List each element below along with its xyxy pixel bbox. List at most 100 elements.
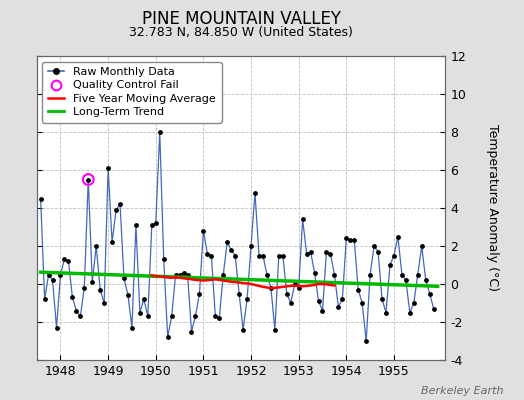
Point [346,237,354,244]
Point [108,239,116,245]
Text: PINE MOUNTAIN VALLEY: PINE MOUNTAIN VALLEY [141,10,341,28]
Point [247,243,255,249]
Point [92,243,101,249]
Point [215,315,223,322]
Point [354,286,363,293]
Point [156,129,164,135]
Point [187,328,195,335]
Point [223,239,232,245]
Point [318,307,326,314]
Point [168,313,176,320]
Point [326,250,335,257]
Point [279,252,287,259]
Point [255,252,263,259]
Point [307,248,315,255]
Point [342,235,351,242]
Text: 32.783 N, 84.850 W (United States): 32.783 N, 84.850 W (United States) [129,26,353,39]
Point [183,271,192,278]
Point [378,296,386,302]
Y-axis label: Temperature Anomaly (°C): Temperature Anomaly (°C) [486,124,498,292]
Point [80,285,89,291]
Point [211,313,220,320]
Point [199,228,208,234]
Point [287,300,295,306]
Point [370,243,378,249]
Point [239,326,247,333]
Point [45,271,53,278]
Point [96,286,104,293]
Point [163,334,172,340]
Point [227,246,235,253]
Legend: Raw Monthly Data, Quality Control Fail, Five Year Moving Average, Long-Term Tren: Raw Monthly Data, Quality Control Fail, … [42,62,222,123]
Point [40,296,49,302]
Point [231,252,239,259]
Point [263,271,271,278]
Point [350,237,358,244]
Text: Berkeley Earth: Berkeley Earth [421,386,503,396]
Point [362,338,370,344]
Point [176,271,184,278]
Point [235,290,243,297]
Point [358,300,366,306]
Point [302,250,311,257]
Point [195,290,204,297]
Point [275,252,283,259]
Point [132,222,140,228]
Point [203,250,212,257]
Point [386,262,394,268]
Point [120,275,128,282]
Point [144,313,152,320]
Point [76,313,84,320]
Point [310,270,319,276]
Point [219,271,227,278]
Point [112,207,121,213]
Point [64,258,73,264]
Point [116,201,124,207]
Point [191,313,200,320]
Point [151,220,160,226]
Point [251,190,259,196]
Point [402,277,410,283]
Point [267,285,275,291]
Point [282,290,291,297]
Point [52,324,61,331]
Point [84,176,92,183]
Point [159,256,168,262]
Point [48,277,57,283]
Point [179,270,188,276]
Point [259,252,267,259]
Point [338,296,346,302]
Point [366,271,374,278]
Point [243,296,252,302]
Point [398,271,406,278]
Point [88,279,96,285]
Point [290,281,299,287]
Point [382,309,390,316]
Point [421,277,430,283]
Point [60,256,69,262]
Point [271,326,279,333]
Point [84,176,92,183]
Point [128,324,136,331]
Point [140,296,148,302]
Point [322,248,331,255]
Point [394,233,402,240]
Point [72,307,81,314]
Point [100,300,108,306]
Point [136,309,144,316]
Point [148,222,156,228]
Point [294,285,303,291]
Point [68,294,77,300]
Point [124,292,132,298]
Point [410,300,418,306]
Point [314,298,323,304]
Point [390,252,398,259]
Point [418,243,426,249]
Point [406,309,414,316]
Point [207,252,215,259]
Point [330,271,339,278]
Point [104,165,112,171]
Point [430,306,438,312]
Point [56,271,64,278]
Point [171,271,180,278]
